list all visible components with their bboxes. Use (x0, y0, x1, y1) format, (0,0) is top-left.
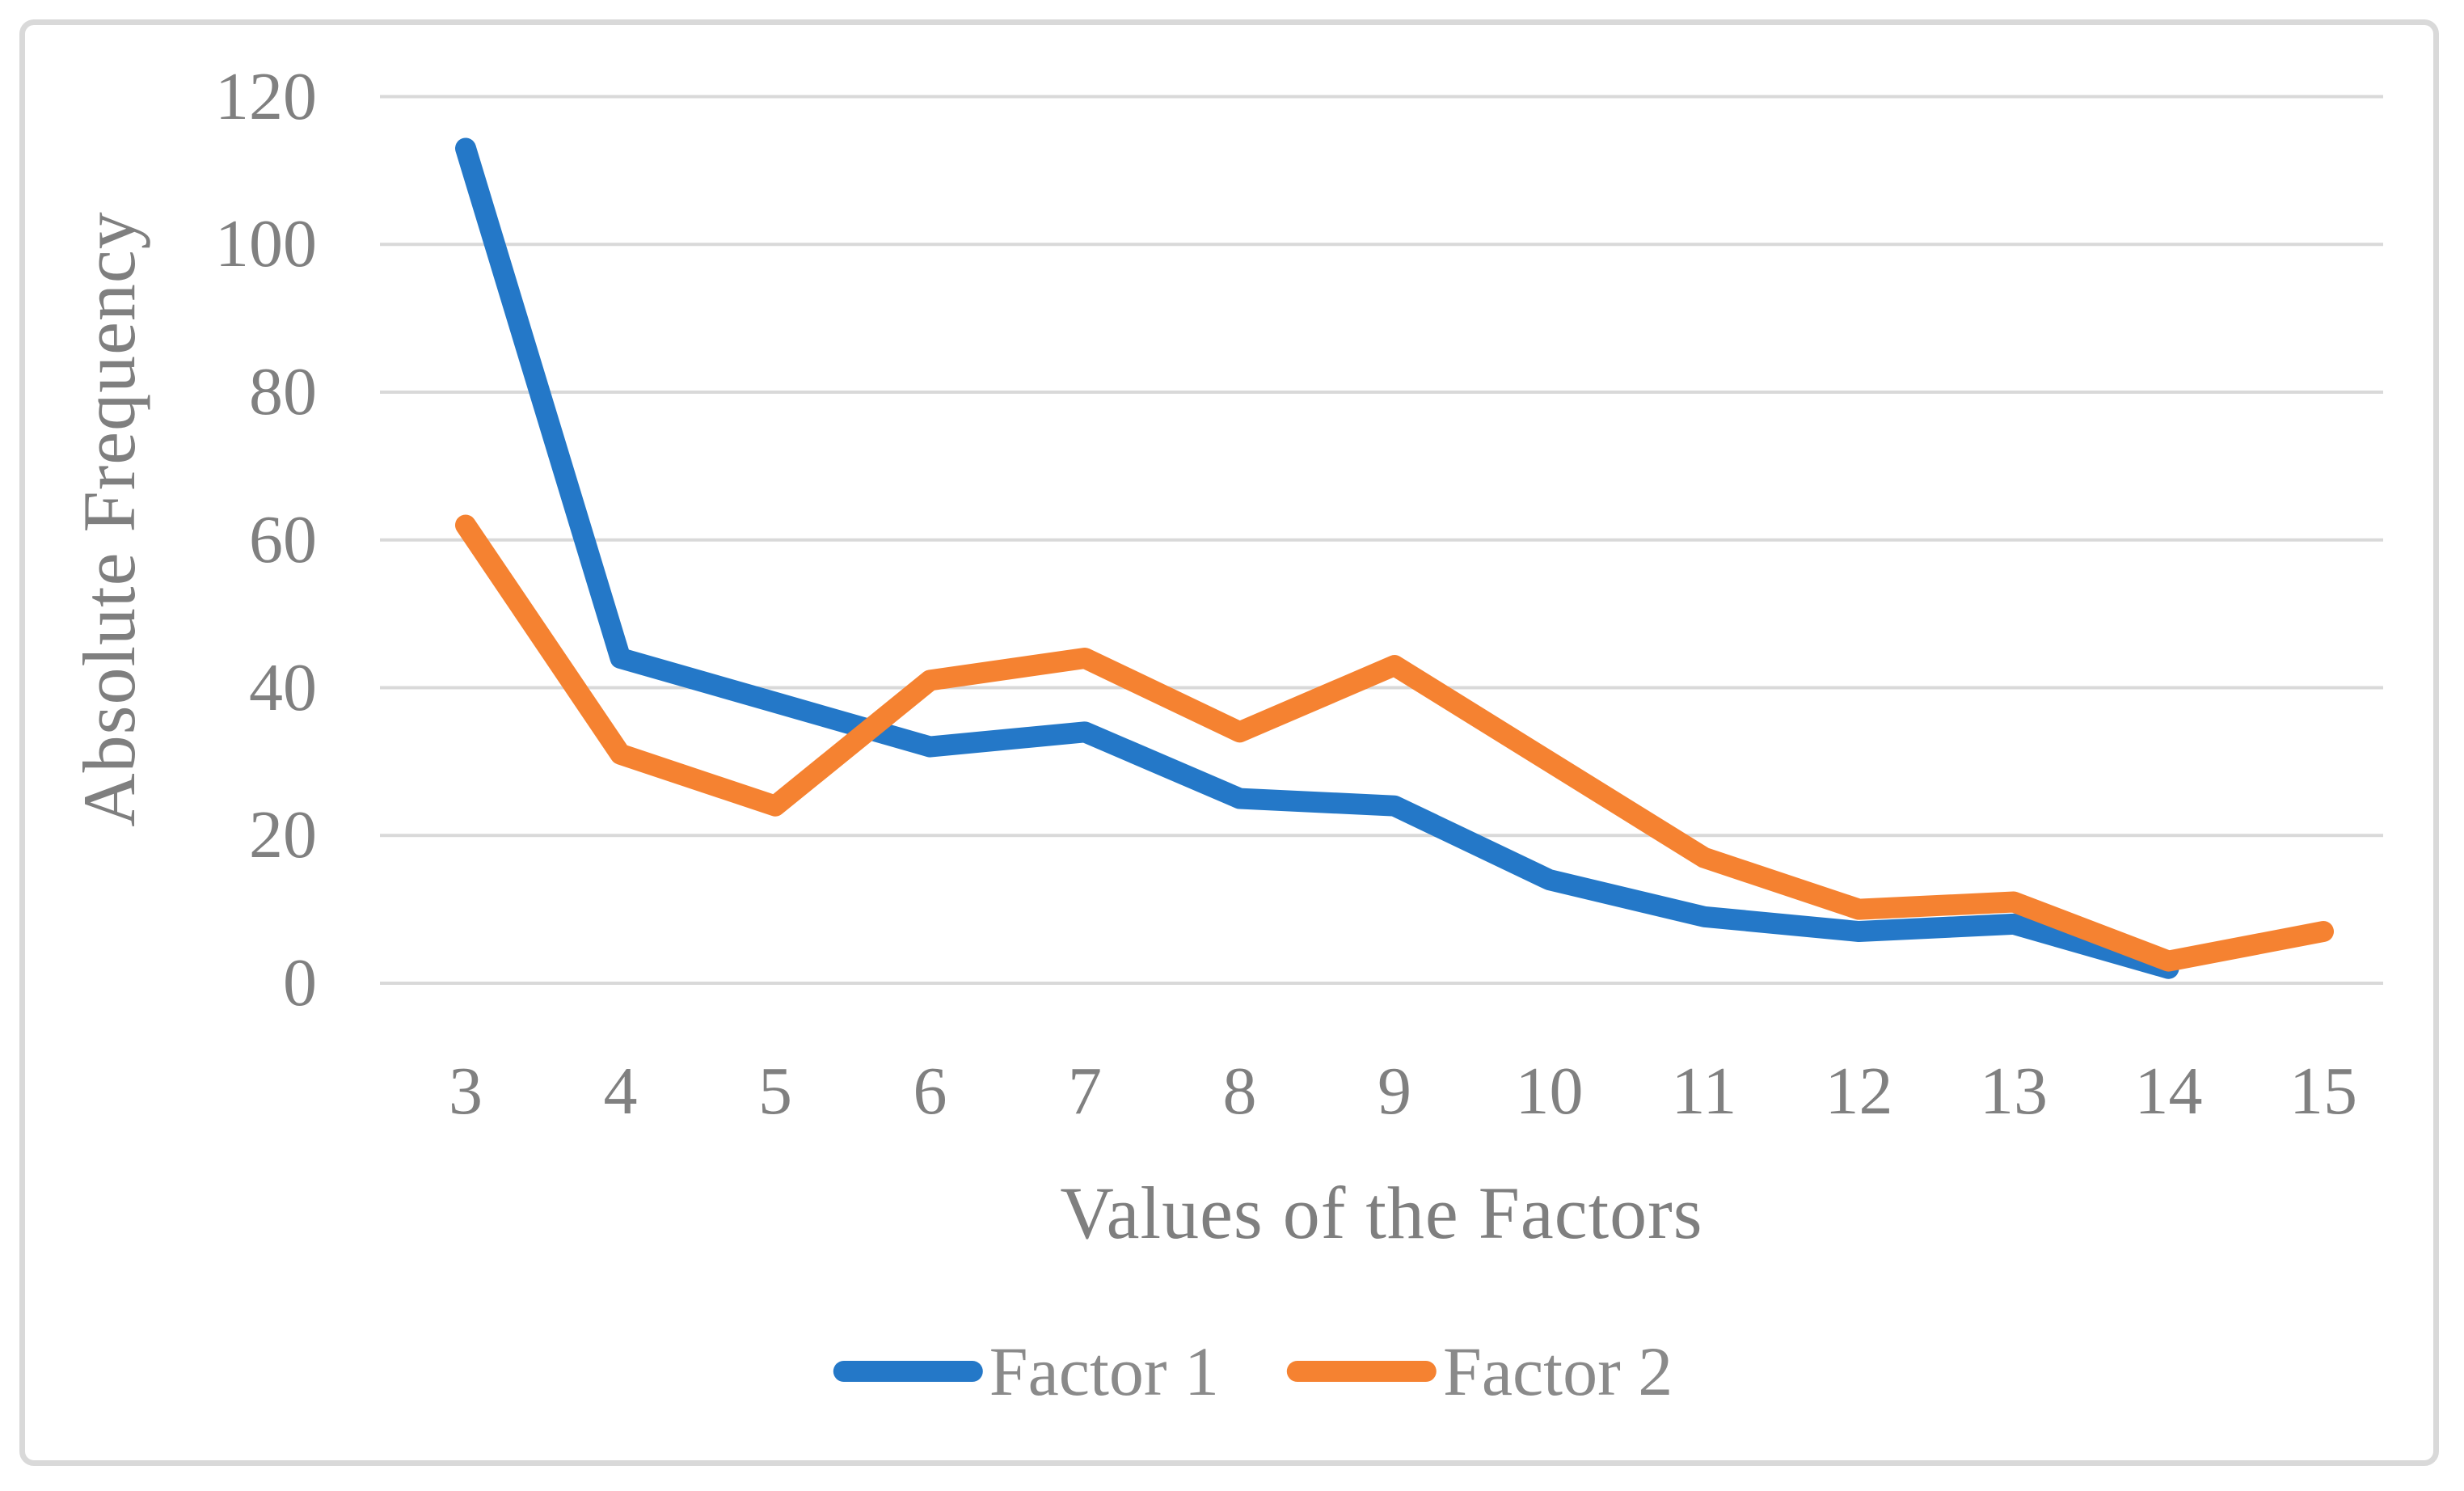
x-axis-tick-label-13: 13 (1980, 1054, 2048, 1129)
x-axis-tick-label-7: 7 (1068, 1054, 1102, 1129)
legend-item-factor-1: Factor 1 (833, 1331, 1219, 1412)
y-axis-tick-label-80: 80 (249, 354, 317, 429)
x-axis-tick-label-12: 12 (1825, 1054, 1893, 1129)
y-axis-tick-label-40: 40 (249, 649, 317, 725)
y-axis-tick-label-100: 100 (215, 206, 317, 282)
legend-item-factor-2: Factor 2 (1287, 1331, 1673, 1412)
y-axis-tick-label-0: 0 (283, 945, 317, 1020)
x-axis-tick-label-4: 4 (603, 1054, 638, 1129)
x-axis-tick-label-14: 14 (2134, 1054, 2203, 1129)
legend-label-factor-2: Factor 2 (1443, 1333, 1673, 1410)
x-axis-tick-label-6: 6 (913, 1054, 947, 1129)
factor-1-line-swatch (833, 1361, 983, 1382)
x-axis-tick-label-15: 15 (2289, 1054, 2357, 1129)
series-lines (455, 137, 2334, 979)
x-axis-tick-label-11: 11 (1671, 1054, 1737, 1129)
y-axis-tick-label-20: 20 (249, 797, 317, 873)
y-axis-tick-label-120: 120 (215, 58, 317, 134)
x-axis-tick-label-9: 9 (1378, 1054, 1411, 1129)
legend: Factor 1 Factor 2 (833, 1331, 1673, 1412)
x-axis-tick-label-10: 10 (1515, 1054, 1584, 1129)
series-line-factor-1 (455, 137, 2179, 979)
x-axis-tick-label-5: 5 (758, 1054, 792, 1129)
series-line-factor-2 (455, 514, 2334, 972)
x-axis-title: Values of the Factors (1060, 1172, 1703, 1254)
y-axis-tick-label-60: 60 (249, 501, 317, 577)
gridlines (380, 95, 2383, 985)
x-axis-tick-label-3: 3 (449, 1054, 483, 1129)
legend-label-factor-1: Factor 1 (989, 1333, 1219, 1410)
factor-2-line-swatch (1287, 1361, 1437, 1382)
x-axis-tick-label-8: 8 (1222, 1054, 1257, 1129)
